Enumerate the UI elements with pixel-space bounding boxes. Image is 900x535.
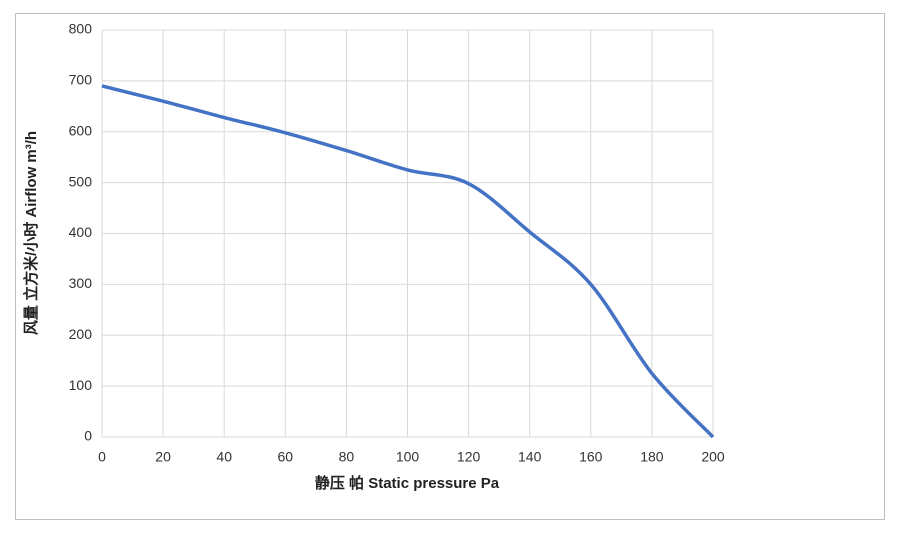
x-tick-label: 140: [518, 449, 542, 465]
y-tick-label: 300: [69, 275, 93, 291]
y-tick-label: 400: [69, 224, 93, 240]
x-tick-label: 80: [339, 449, 355, 465]
x-tick-label: 60: [278, 449, 294, 465]
y-tick-label: 100: [69, 377, 93, 393]
y-tick-label: 0: [84, 428, 92, 444]
x-tick-label: 0: [98, 449, 106, 465]
x-tick-label: 120: [457, 449, 481, 465]
data-line: [101, 84, 715, 439]
chart-frame: [15, 13, 885, 520]
y-tick-label: 700: [69, 72, 93, 88]
y-tick-label: 800: [69, 21, 93, 37]
y-tick-label: 600: [69, 122, 93, 138]
x-tick-label: 200: [701, 449, 725, 465]
x-tick-label: 160: [579, 449, 603, 465]
x-tick-label: 180: [640, 449, 664, 465]
y-axis-title: 风量 立方米/小时 Airflow m³/h: [22, 131, 40, 335]
x-tick-label: 40: [216, 449, 232, 465]
y-tick-label: 500: [69, 173, 93, 189]
x-axis-title: 静压 帕 Static pressure Pa: [315, 474, 500, 492]
y-tick-label: 200: [69, 326, 93, 342]
x-tick-label: 100: [396, 449, 420, 465]
x-tick-label: 20: [155, 449, 171, 465]
